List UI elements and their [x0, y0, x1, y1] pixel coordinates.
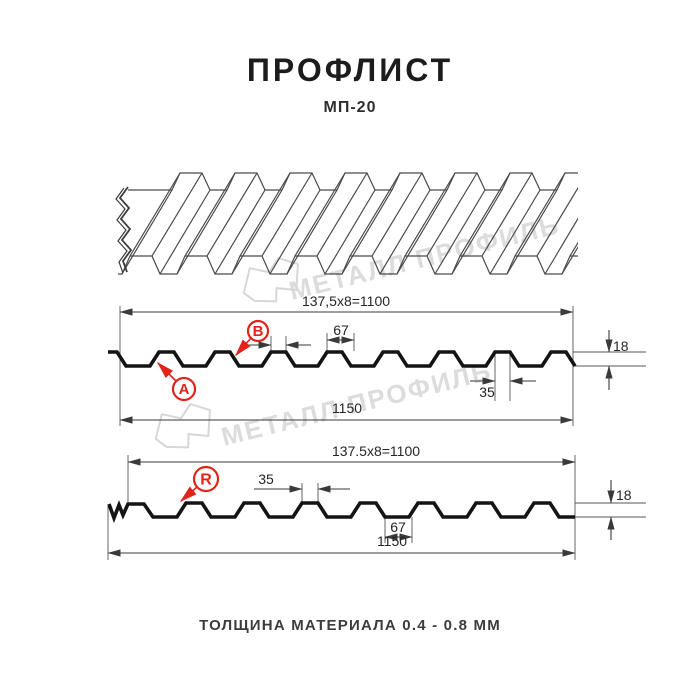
dim-pitch-formula-bottom: 137.5x8=1100 [332, 443, 420, 459]
profile-section-top [108, 350, 577, 368]
callout-a-circle [171, 376, 197, 402]
callout-a-label: А [179, 381, 190, 398]
dim-valley-width-bottom: 67 [390, 519, 406, 535]
sheet-cut-edge-inner [115, 187, 128, 274]
callout-b: В [246, 319, 270, 343]
dim-total-width-top: 1150 [332, 400, 362, 416]
dim-valley-width-top: 67 [333, 322, 349, 338]
dim-height-bottom: 18 [616, 487, 632, 503]
material-thickness-note: ТОЛЩИНА МАТЕРИАЛА 0.4 - 0.8 ММ [199, 617, 501, 634]
brand-logo-watermark [242, 257, 299, 303]
dimension-lines [107, 308, 615, 557]
profile-section-bottom [107, 500, 575, 524]
dim-crest-width-top-2: 35 [479, 384, 495, 400]
brand-logo-watermark [154, 403, 211, 449]
extension-lines [107, 306, 646, 560]
callout-r-circle [192, 465, 220, 493]
dim-total-width-bottom: 1150 [377, 533, 407, 549]
product-model: МП-20 [323, 99, 377, 116]
callout-leaders [156, 337, 252, 502]
cross-section-profiles [107, 350, 577, 524]
callout-a: А [171, 376, 197, 402]
sheet-cut-edge [118, 186, 133, 273]
dim-pitch-formula-top: 137,5x8=1100 [302, 293, 390, 309]
callout-r-label: R [200, 472, 212, 489]
page-title: ПРОФЛИСТ [246, 52, 454, 88]
sheet-back-edge [128, 172, 578, 191]
callout-b-circle [246, 319, 270, 343]
callout-b-label: В [253, 323, 264, 340]
callout-r: R [192, 465, 220, 493]
sheet-3d-view [115, 172, 578, 275]
dim-crest-width-bottom: 35 [258, 471, 274, 487]
dim-height-top: 18 [613, 338, 629, 354]
